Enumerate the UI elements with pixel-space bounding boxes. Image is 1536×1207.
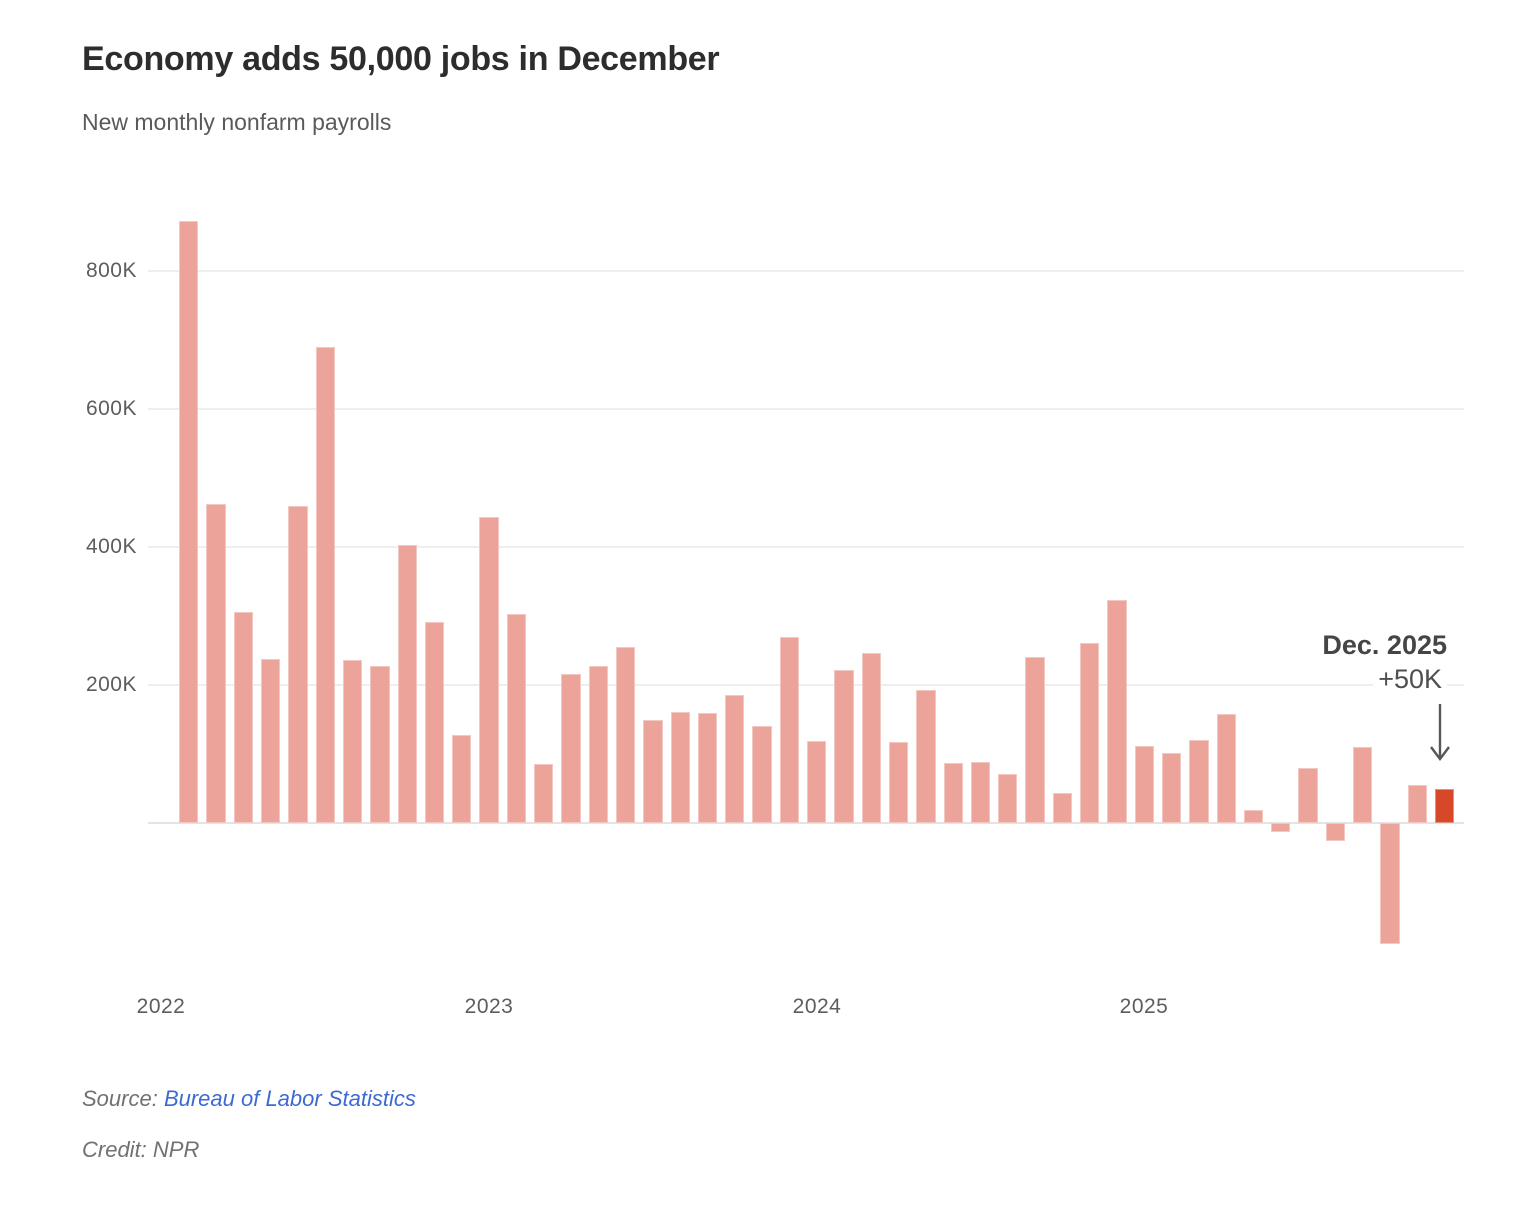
bar-apr-2024 <box>888 741 909 823</box>
bar-jan-2025 <box>1134 746 1154 823</box>
bar-nov-2024 <box>1080 642 1100 823</box>
arrow-down-icon <box>1430 704 1450 761</box>
bar-apr-2023 <box>561 673 581 823</box>
bar-apr-2025 <box>1216 713 1236 823</box>
x-axis-tick-2025: 2025 <box>1119 995 1169 1018</box>
x-axis-tick-2024: 2024 <box>792 995 842 1018</box>
bar-aug-2023 <box>670 711 690 823</box>
credit-line: Credit: NPR <box>82 1137 200 1162</box>
bar-oct-2024 <box>1052 792 1073 823</box>
chart-subtitle: New monthly nonfarm payrolls <box>82 109 392 135</box>
bar-dec-2024 <box>1107 600 1127 823</box>
bar-sep-2024 <box>1025 657 1045 823</box>
x-axis-tick-2022: 2022 <box>136 995 186 1018</box>
bar-feb-2022 <box>179 221 199 823</box>
x-axis-tick-2023: 2023 <box>464 995 514 1018</box>
bar-may-2022 <box>261 658 281 823</box>
bar-may-2025 <box>1243 809 1264 823</box>
bar-nov-2023 <box>752 726 772 823</box>
source-prefix: Source: <box>82 1086 164 1111</box>
bar-nov-2022 <box>424 622 445 823</box>
bar-mar-2024 <box>861 653 881 823</box>
source-line: Source: Bureau of Labor Statistics <box>82 1086 416 1112</box>
bar-jun-2024 <box>943 762 963 823</box>
bar-feb-2023 <box>506 613 527 823</box>
bar-oct-2023 <box>725 695 745 823</box>
y-axis-tick-800k: 800K <box>85 259 137 282</box>
bar-mar-2023 <box>534 764 554 823</box>
bar-aug-2022 <box>342 660 363 823</box>
bar-sep-2023 <box>697 712 718 823</box>
bar-oct-2022 <box>397 544 417 823</box>
gridline-600k <box>148 408 1464 410</box>
bar-nov-2025 <box>1407 785 1427 823</box>
bar-jul-2023 <box>643 720 663 823</box>
gridline-800k <box>148 270 1464 272</box>
bar-jul-2022 <box>315 346 335 823</box>
bar-jul-2024 <box>970 762 991 823</box>
bar-mar-2022 <box>206 504 226 823</box>
bar-dec-2022 <box>452 735 472 823</box>
bar-jul-2025 <box>1298 768 1318 823</box>
annotation-dec-2025-label: Dec. 2025 <box>1322 630 1447 660</box>
bar-may-2024 <box>916 689 936 823</box>
bar-sep-2022 <box>370 665 390 823</box>
source-link[interactable]: Bureau of Labor Statistics <box>163 1086 416 1111</box>
chart-title: Economy adds 50,000 jobs in December <box>82 40 720 78</box>
y-axis-tick-200k: 200K <box>85 673 137 696</box>
bar-feb-2024 <box>834 669 854 823</box>
bar-sep-2025 <box>1353 747 1373 823</box>
bar-aug-2024 <box>998 774 1018 823</box>
y-axis-tick-600k: 600K <box>85 397 137 420</box>
bar-feb-2025 <box>1161 752 1182 823</box>
bar-jun-2023 <box>615 647 636 823</box>
y-axis-tick-400k: 400K <box>85 535 137 558</box>
bar-jun-2025 <box>1271 823 1291 832</box>
gridline-200k <box>148 684 1464 686</box>
bar-may-2023 <box>588 666 608 823</box>
bar-jun-2022 <box>288 506 308 823</box>
gridline-400k <box>148 546 1464 548</box>
bar-oct-2025 <box>1380 823 1400 944</box>
bar-mar-2025 <box>1189 740 1209 823</box>
bar-aug-2025 <box>1325 823 1346 841</box>
bar-dec-2025-highlight <box>1434 788 1455 823</box>
annotation-value-label: +50K <box>1373 664 1447 695</box>
bar-apr-2022 <box>233 611 254 823</box>
bar-jan-2024 <box>807 740 827 823</box>
bar-dec-2023 <box>779 637 800 823</box>
x-axis-baseline <box>148 822 1464 824</box>
bar-jan-2023 <box>479 516 499 823</box>
